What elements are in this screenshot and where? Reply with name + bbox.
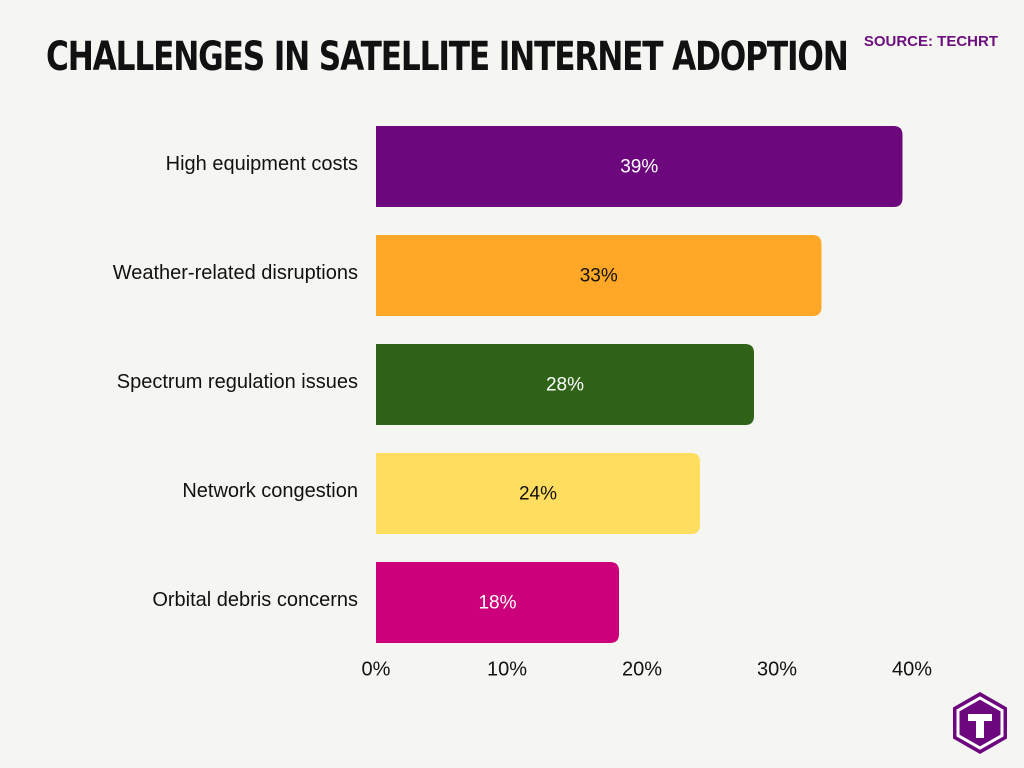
category-label: Weather-related disruptions [113, 262, 358, 284]
x-tick-label: 30% [757, 658, 797, 680]
bar-0 [376, 126, 903, 207]
bar-4 [376, 562, 619, 643]
value-label: 33% [580, 266, 618, 287]
value-label: 18% [478, 593, 516, 614]
category-label: Orbital debris concerns [152, 589, 358, 611]
x-tick-label: 20% [622, 658, 662, 680]
techrt-logo-icon [953, 692, 1007, 754]
x-tick-label: 0% [362, 658, 391, 680]
x-tick-label: 10% [487, 658, 527, 680]
x-tick-label: 40% [892, 658, 932, 680]
source-label: SOURCE: TECHRT [863, 33, 998, 50]
bar-1 [376, 235, 822, 316]
bars-group: High equipment costs 39% Weather-related d… [113, 126, 903, 643]
chart-title: CHALLENGES IN SATELLITE INTERNET ADOPTIO… [46, 34, 849, 80]
bar-2 [376, 344, 754, 425]
category-label: High equipment costs [166, 153, 358, 175]
category-label: Network congestion [182, 480, 358, 502]
value-label: 39% [620, 157, 658, 178]
value-label: 28% [546, 375, 584, 396]
value-label: 24% [519, 484, 557, 505]
x-axis-ticks: 0% 10% 20% 30% 40% [362, 658, 933, 680]
category-label: Spectrum regulation issues [117, 371, 358, 393]
bar-3 [376, 453, 700, 534]
